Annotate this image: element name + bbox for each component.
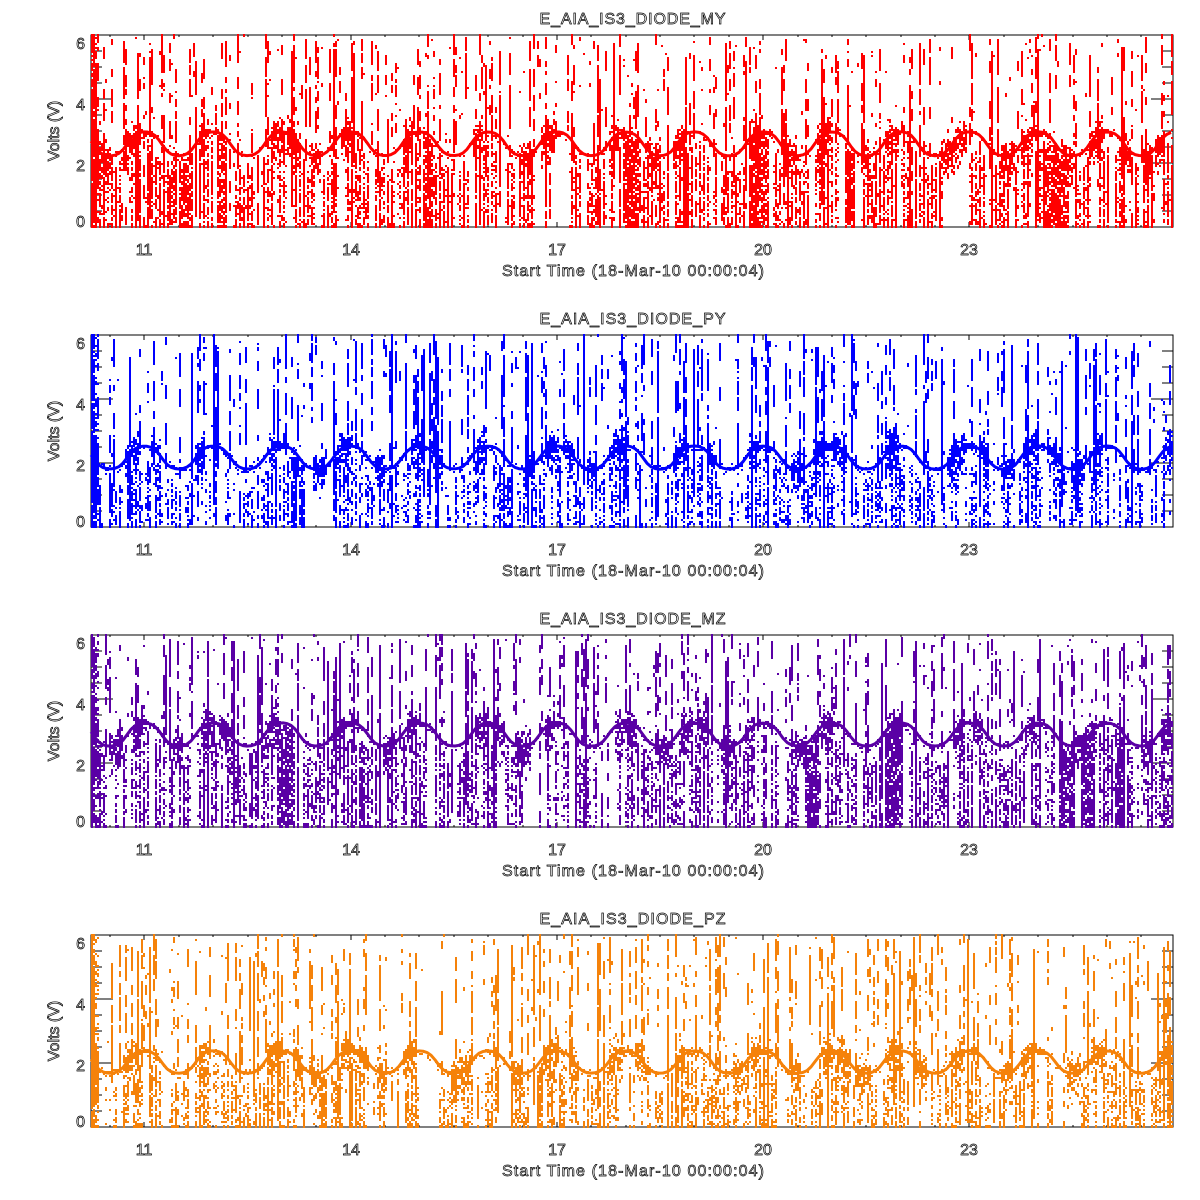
svg-text:4: 4 <box>76 97 85 114</box>
svg-text:14: 14 <box>342 542 360 559</box>
svg-text:6: 6 <box>76 336 85 353</box>
svg-text:4: 4 <box>76 697 85 714</box>
svg-text:E_AIA_IS3_DIODE_MZ: E_AIA_IS3_DIODE_MZ <box>540 611 726 628</box>
svg-text:0: 0 <box>76 814 85 831</box>
svg-text:0: 0 <box>76 214 85 231</box>
svg-text:E_AIA_IS3_DIODE_PZ: E_AIA_IS3_DIODE_PZ <box>540 911 726 928</box>
svg-text:4: 4 <box>76 997 85 1014</box>
svg-text:17: 17 <box>548 1142 566 1159</box>
svg-text:2: 2 <box>76 758 85 775</box>
svg-text:17: 17 <box>548 542 566 559</box>
svg-text:20: 20 <box>754 1142 772 1159</box>
svg-text:11: 11 <box>136 242 153 259</box>
svg-text:23: 23 <box>960 842 978 859</box>
svg-text:2: 2 <box>76 158 85 175</box>
svg-text:Volts (V): Volts (V) <box>46 101 63 161</box>
svg-text:4: 4 <box>76 397 85 414</box>
svg-text:Volts (V): Volts (V) <box>46 701 63 761</box>
svg-text:Volts (V): Volts (V) <box>46 401 63 461</box>
svg-text:20: 20 <box>754 242 772 259</box>
svg-text:6: 6 <box>76 636 85 653</box>
svg-text:0: 0 <box>76 1114 85 1131</box>
svg-text:6: 6 <box>76 36 85 53</box>
svg-text:14: 14 <box>342 842 360 859</box>
svg-text:17: 17 <box>548 842 566 859</box>
svg-text:11: 11 <box>136 1142 153 1159</box>
svg-text:14: 14 <box>342 1142 360 1159</box>
svg-text:14: 14 <box>342 242 360 259</box>
svg-text:23: 23 <box>960 242 978 259</box>
svg-text:11: 11 <box>136 842 153 859</box>
svg-text:2: 2 <box>76 458 85 475</box>
svg-text:Start Time (18-Mar-10 00:00:04: Start Time (18-Mar-10 00:00:04) <box>502 263 764 280</box>
svg-text:Volts (V): Volts (V) <box>46 1001 63 1061</box>
svg-text:E_AIA_IS3_DIODE_PY: E_AIA_IS3_DIODE_PY <box>540 311 726 328</box>
svg-text:20: 20 <box>754 542 772 559</box>
svg-text:Start Time (18-Mar-10 00:00:04: Start Time (18-Mar-10 00:00:04) <box>502 563 764 580</box>
svg-text:Start Time (18-Mar-10 00:00:04: Start Time (18-Mar-10 00:00:04) <box>502 1163 764 1180</box>
svg-text:23: 23 <box>960 542 978 559</box>
svg-text:11: 11 <box>136 542 153 559</box>
svg-text:0: 0 <box>76 514 85 531</box>
svg-text:23: 23 <box>960 1142 978 1159</box>
svg-text:6: 6 <box>76 936 85 953</box>
svg-text:E_AIA_IS3_DIODE_MY: E_AIA_IS3_DIODE_MY <box>540 11 726 28</box>
svg-text:17: 17 <box>548 242 566 259</box>
svg-text:Start Time (18-Mar-10 00:00:04: Start Time (18-Mar-10 00:00:04) <box>502 863 764 880</box>
svg-text:2: 2 <box>76 1058 85 1075</box>
svg-text:20: 20 <box>754 842 772 859</box>
